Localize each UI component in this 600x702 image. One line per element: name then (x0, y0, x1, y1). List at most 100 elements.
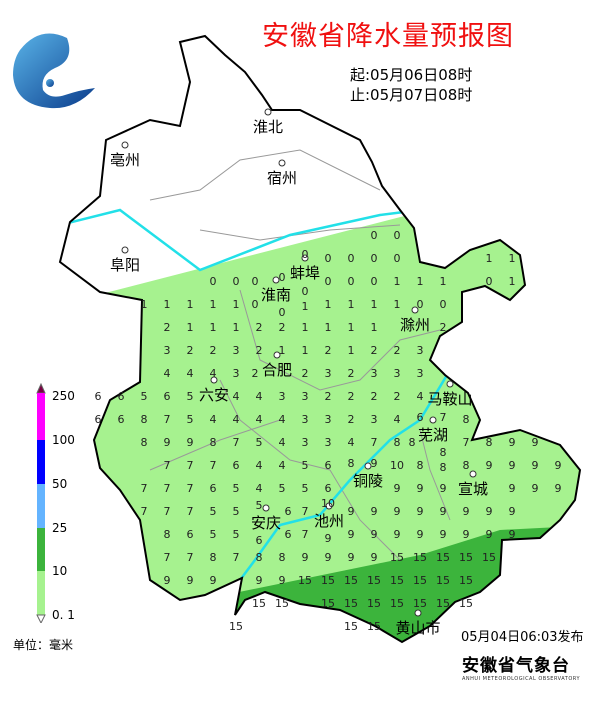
grid-value: 8 (409, 436, 416, 449)
grid-value: 0 (394, 252, 401, 265)
grid-value: 1 (164, 298, 171, 311)
city-label: 六安 (199, 386, 229, 404)
grid-value: 9 (394, 528, 401, 541)
grid-value: 4 (210, 413, 217, 426)
grid-value: 7 (164, 505, 171, 518)
grid-value: 15 (344, 620, 358, 633)
grid-value: 1 (210, 298, 217, 311)
grid-value: 2 (348, 413, 355, 426)
grid-value: 7 (440, 411, 447, 424)
grid-value: 0 (302, 248, 309, 261)
grid-value: 0 (371, 229, 378, 242)
grid-value: 3 (302, 413, 309, 426)
city-label: 蚌埠 (290, 264, 320, 282)
city-marker (272, 276, 280, 284)
grid-value: 4 (256, 482, 263, 495)
unit-label: 单位：毫米 (13, 638, 74, 652)
grid-value: 15 (413, 551, 427, 564)
grid-value: 3 (325, 413, 332, 426)
grid-value: 3 (233, 344, 240, 357)
grid-value: 6 (285, 528, 292, 541)
grid-value: 9 (532, 459, 539, 472)
city-label: 宿州 (267, 169, 297, 187)
grid-value: 1 (302, 321, 309, 334)
grid-value: 0 (348, 275, 355, 288)
grid-value: 9 (394, 482, 401, 495)
grid-value: 6 (285, 505, 292, 518)
grid-value: 1 (187, 321, 194, 334)
city-marker (121, 246, 129, 254)
grid-value: 9 (371, 528, 378, 541)
grid-value: 2 (210, 344, 217, 357)
city-label: 芜湖 (418, 426, 448, 444)
grid-value: 7 (302, 505, 309, 518)
organization-name: 安徽省气象台 (462, 656, 570, 676)
grid-value: 5 (233, 505, 240, 518)
grid-value: 0 (210, 275, 217, 288)
grid-value: 9 (302, 551, 309, 564)
grid-value: 9 (325, 551, 332, 564)
grid-value: 3 (302, 436, 309, 449)
grid-value: 3 (302, 390, 309, 403)
grid-value: 1 (509, 275, 516, 288)
grid-value: 8 (210, 436, 217, 449)
grid-value: 10 (390, 459, 404, 472)
map-title: 安徽省降水量预报图 (262, 21, 514, 52)
city-marker (121, 141, 129, 149)
grid-value: 9 (348, 551, 355, 564)
city-label: 阜阳 (110, 256, 140, 274)
grid-value: 9 (256, 574, 263, 587)
grid-value: 7 (141, 505, 148, 518)
grid-value: 9 (371, 505, 378, 518)
grid-value: 1 (210, 321, 217, 334)
grid-value: 7 (164, 459, 171, 472)
city-marker (469, 470, 477, 478)
grid-value: 15 (367, 620, 381, 633)
grid-value: 1 (141, 298, 148, 311)
grid-value: 9 (279, 574, 286, 587)
grid-value: 4 (210, 367, 217, 380)
grid-value: 2 (252, 367, 259, 380)
city-label: 淮南 (261, 286, 291, 304)
grid-value: 5 (210, 528, 217, 541)
grid-value: 9 (555, 482, 562, 495)
grid-value: 8 (256, 551, 263, 564)
grid-value: 9 (325, 532, 332, 545)
start-time: 起:05月06日08时 (350, 66, 473, 84)
grid-value: 4 (187, 367, 194, 380)
grid-value: 5 (279, 482, 286, 495)
grid-value: 0 (371, 252, 378, 265)
grid-value: 9 (486, 528, 493, 541)
grid-value: 9 (509, 436, 516, 449)
grid-value: 0 (486, 275, 493, 288)
legend-tick: 10 (52, 564, 68, 578)
grid-value: 15 (367, 597, 381, 610)
grid-value: 2 (325, 390, 332, 403)
issue-time: 05月04日06:03发布 (461, 630, 584, 645)
grid-value: 4 (417, 390, 424, 403)
grid-value: 8 (440, 461, 447, 474)
grid-value: 5 (233, 528, 240, 541)
grid-value: 5 (256, 499, 263, 512)
grid-value: 0 (279, 306, 286, 319)
grid-value: 1 (440, 275, 447, 288)
city-label: 淮北 (253, 118, 283, 136)
grid-value: 9 (394, 505, 401, 518)
grid-value: 5 (187, 390, 194, 403)
grid-value: 9 (417, 505, 424, 518)
grid-value: 9 (440, 528, 447, 541)
logo (13, 33, 95, 109)
grid-value: 2 (302, 367, 309, 380)
grid-value: 3 (233, 367, 240, 380)
grid-value: 1 (371, 321, 378, 334)
grid-value: 2 (279, 321, 286, 334)
grid-value: 2 (371, 390, 378, 403)
grid-value: 1 (417, 275, 424, 288)
grid-value: 15 (298, 574, 312, 587)
grid-value: 1 (187, 298, 194, 311)
legend-tick: 0. 1 (52, 608, 75, 622)
grid-value: 2 (394, 344, 401, 357)
grid-value: 6 (417, 411, 424, 424)
grid-value: 15 (390, 597, 404, 610)
